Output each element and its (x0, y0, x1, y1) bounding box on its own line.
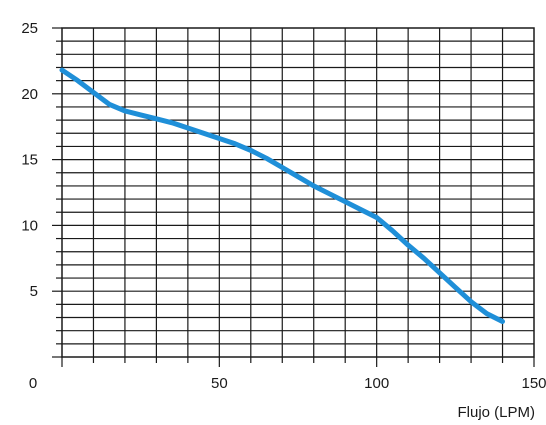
x-tick-label: 50 (211, 375, 228, 392)
y-tick-label: 15 (21, 152, 38, 169)
y-tick-label: 25 (21, 20, 38, 37)
plot-frame (61, 27, 535, 358)
grid (62, 28, 534, 357)
y-axis-ticks: 5 10 15 20 25 (21, 20, 62, 358)
x-tick-label: 100 (364, 375, 389, 392)
y-tick-label: 5 (30, 283, 38, 300)
x-tick-label: 0 (29, 375, 37, 392)
x-tick-label: 150 (521, 375, 546, 392)
series-group (59, 67, 505, 324)
x-axis-ticks: 0 50 100 150 (29, 357, 546, 392)
plot-border (61, 27, 535, 358)
y-tick-label: 20 (21, 86, 38, 103)
x-axis-label: Flujo (LPM) (457, 404, 535, 421)
y-tick-label: 10 (21, 217, 38, 234)
series-line-0 (59, 67, 505, 324)
